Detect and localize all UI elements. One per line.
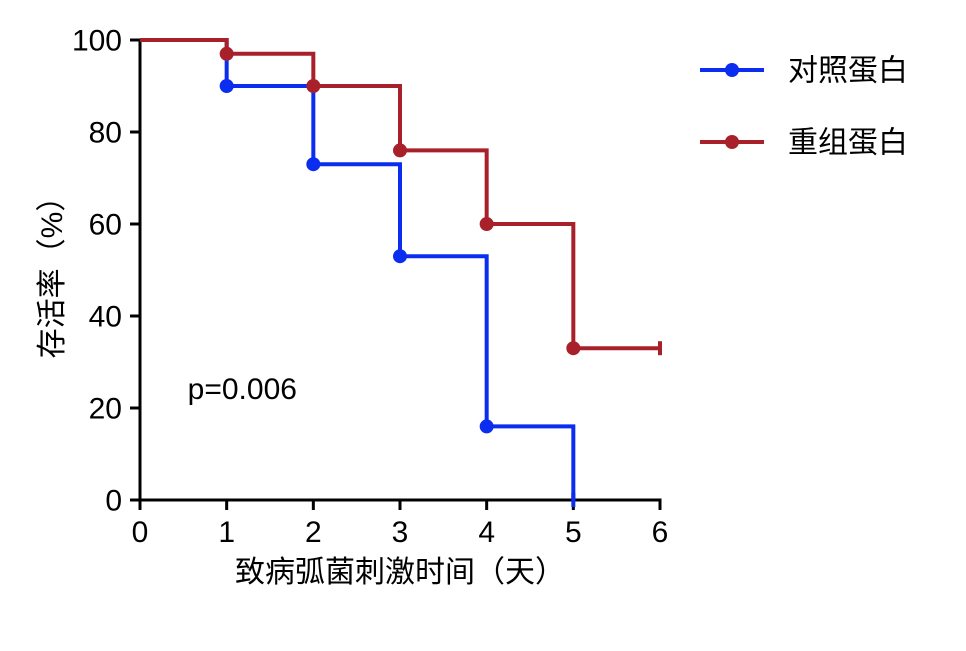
x-axis-label: 致病弧菌刺激时间（天） xyxy=(235,556,565,589)
x-tick-label: 2 xyxy=(305,516,322,549)
series-marker xyxy=(220,47,234,61)
x-tick-label: 0 xyxy=(132,516,149,549)
y-tick-label: 20 xyxy=(89,393,122,426)
series-marker xyxy=(566,341,580,355)
y-axis-label: 存活率（%） xyxy=(36,182,69,359)
series-marker xyxy=(220,79,234,93)
series-line xyxy=(140,40,573,500)
series-marker xyxy=(306,157,320,171)
x-tick-label: 4 xyxy=(478,516,495,549)
y-tick-label: 100 xyxy=(72,25,122,58)
series-marker xyxy=(393,143,407,157)
y-tick-label: 40 xyxy=(89,301,122,334)
chart-svg: 0 1 2 3 4 5 6 致病弧菌刺激时间（天） 0 20 40 60 80 100 存活率（%） p=0.… xyxy=(0,0,966,651)
legend-marker xyxy=(725,135,739,149)
survival-chart: 0 1 2 3 4 5 6 致病弧菌刺激时间（天） 0 20 40 60 80 100 存活率（%） p=0.… xyxy=(0,0,966,651)
x-tick-label: 5 xyxy=(565,516,582,549)
series-marker xyxy=(393,249,407,263)
y-tick-label: 0 xyxy=(105,485,122,518)
x-tick-label: 3 xyxy=(392,516,409,549)
series-marker xyxy=(480,419,494,433)
x-tick-label: 6 xyxy=(652,516,669,549)
series-marker xyxy=(306,79,320,93)
y-tick-label: 80 xyxy=(89,117,122,150)
series-marker xyxy=(480,217,494,231)
p-value-annotation: p=0.006 xyxy=(188,373,297,406)
x-tick-label: 1 xyxy=(218,516,235,549)
legend-label: 重组蛋白 xyxy=(788,127,908,160)
y-tick-label: 60 xyxy=(89,209,122,242)
legend-marker xyxy=(725,63,739,77)
legend-label: 对照蛋白 xyxy=(788,55,908,88)
